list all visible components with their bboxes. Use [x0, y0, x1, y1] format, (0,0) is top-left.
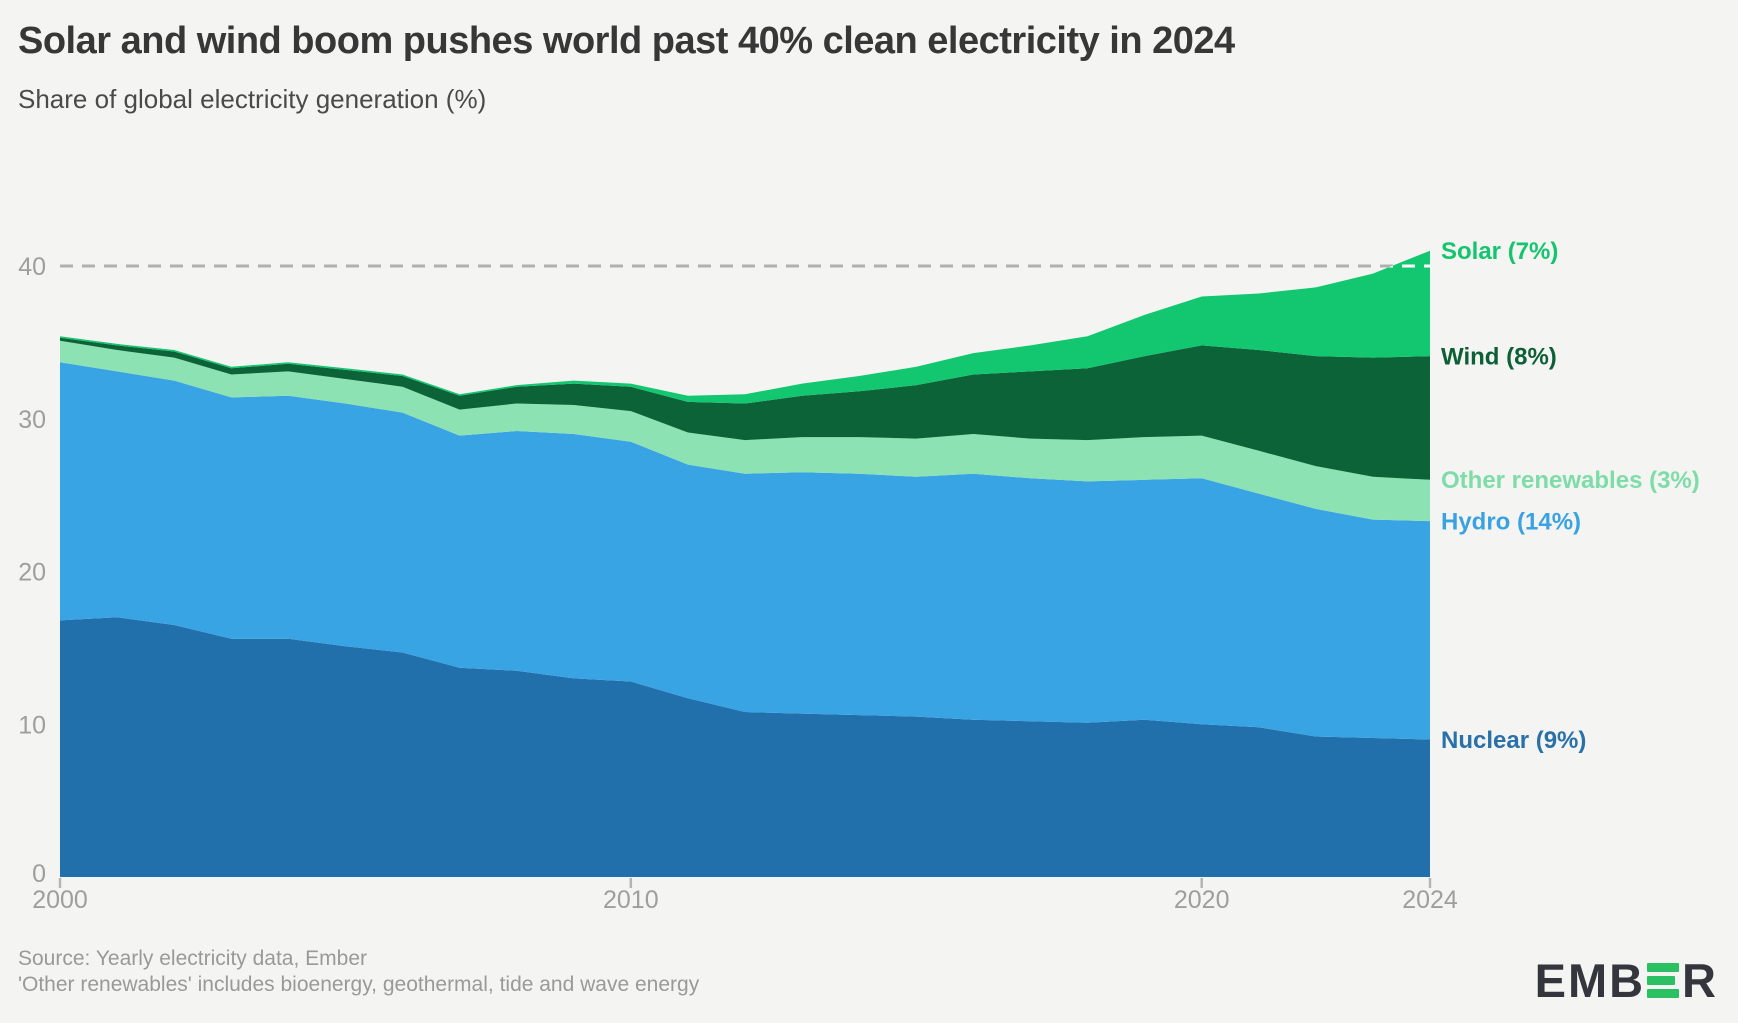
footer-notes: Source: Yearly electricity data, Ember '…	[18, 946, 699, 998]
ember-logo-text-left: EMB	[1534, 954, 1646, 1007]
series-label-hydro: Hydro (14%)	[1441, 509, 1581, 536]
area-solar	[60, 250, 1430, 404]
ember-logo: EMB R	[1535, 953, 1718, 1008]
area-nuclear	[60, 617, 1430, 877]
series-label-solar: Solar (7%)	[1441, 238, 1558, 265]
y-axis-tick-label: 20	[18, 559, 46, 587]
y-axis-tick-label: 0	[32, 860, 46, 888]
x-axis-tick-label: 2024	[1402, 886, 1458, 914]
series-label-wind: Wind (8%)	[1441, 344, 1557, 371]
footnote-other-renewables: 'Other renewables' includes bioenergy, g…	[18, 973, 700, 996]
x-axis-tick-label: 2010	[603, 886, 659, 914]
x-axis-tick-label: 2000	[32, 886, 88, 914]
source-note: Source: Yearly electricity data, Ember	[18, 947, 368, 970]
y-axis-tick-label: 40	[18, 253, 46, 281]
ember-logo-text-right: R	[1682, 954, 1718, 1007]
chart-title: Solar and wind boom pushes world past 40…	[18, 20, 1235, 62]
series-label-other-renewables: Other renewables (3%)	[1441, 467, 1700, 494]
area-other-renewables	[60, 340, 1430, 522]
area-wind	[60, 337, 1430, 480]
area-hydro	[60, 362, 1430, 740]
series-label-nuclear: Nuclear (9%)	[1441, 727, 1586, 754]
x-axis-tick-label: 2020	[1174, 886, 1230, 914]
y-axis-tick-label: 10	[18, 711, 46, 739]
ember-logo-e-icon	[1647, 963, 1680, 998]
y-axis-tick-label: 30	[18, 406, 46, 434]
chart-subtitle: Share of global electricity generation (…	[18, 84, 487, 114]
